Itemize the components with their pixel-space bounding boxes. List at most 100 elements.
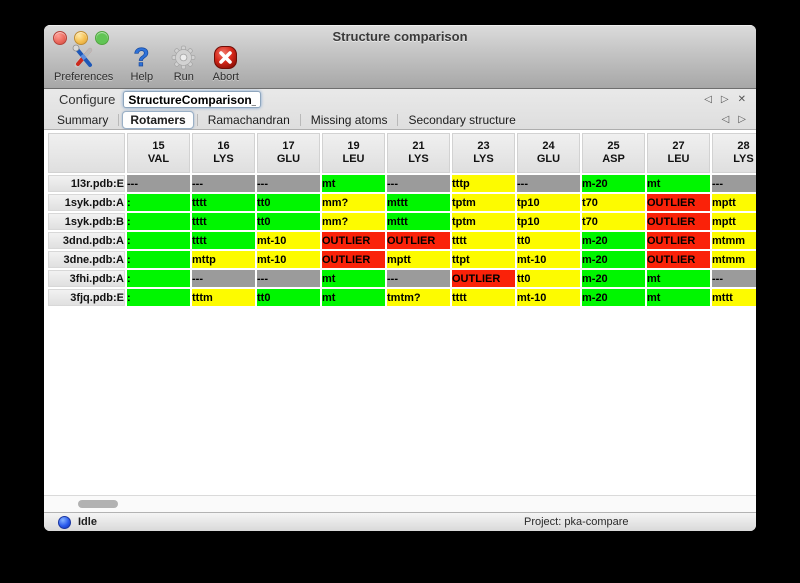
rotamer-cell[interactable]: --- — [517, 175, 580, 192]
rotamer-cell[interactable]: mt — [647, 270, 710, 287]
rotamer-cell[interactable]: --- — [387, 175, 450, 192]
rotamer-cell[interactable]: t70 — [582, 213, 645, 230]
rotamer-cell[interactable]: OUTLIER — [387, 232, 450, 249]
rotamer-cell[interactable]: mt-10 — [517, 251, 580, 268]
rotamer-cell[interactable]: : — [127, 232, 190, 249]
rotamer-cell[interactable]: : — [127, 289, 190, 306]
rotamer-cell[interactable]: m-20 — [582, 175, 645, 192]
tab-rotamers[interactable]: Rotamers — [122, 110, 194, 129]
rotamer-cell[interactable]: tttt — [452, 289, 515, 306]
row-label[interactable]: 3fhi.pdb:A — [48, 270, 125, 287]
row-label[interactable]: 3dnd.pdb:A — [48, 232, 125, 249]
configure-close-icon[interactable]: ✕ — [737, 93, 746, 105]
rotamer-cell[interactable]: m-20 — [582, 251, 645, 268]
rotamer-cell[interactable]: OUTLIER — [647, 194, 710, 211]
rotamer-cell[interactable]: mt-10 — [517, 289, 580, 306]
row-label[interactable]: 1l3r.pdb:E — [48, 175, 125, 192]
rotamer-cell[interactable]: tttt — [192, 194, 255, 211]
rotamer-cell[interactable]: mt — [647, 289, 710, 306]
row-label[interactable]: 1syk.pdb:A — [48, 194, 125, 211]
rotamer-cell[interactable]: mt — [647, 175, 710, 192]
rotamer-cell[interactable]: tt0 — [257, 194, 320, 211]
tab-secondary-structure[interactable]: Secondary structure — [408, 112, 516, 127]
rotamer-cell[interactable]: mt — [322, 175, 385, 192]
rotamer-cell[interactable]: tttt — [192, 213, 255, 230]
close-window-button[interactable] — [53, 31, 67, 45]
rotamer-cell[interactable]: t70 — [582, 194, 645, 211]
help-button[interactable]: ? Help — [128, 44, 155, 83]
minimize-window-button[interactable] — [74, 31, 88, 45]
run-button[interactable]: Run — [170, 44, 197, 83]
rotamer-cell[interactable]: --- — [712, 175, 756, 192]
rotamer-cell[interactable]: OUTLIER — [647, 213, 710, 230]
tab-summary[interactable]: Summary — [57, 112, 109, 127]
configure-next-icon[interactable]: ▷ — [720, 93, 729, 105]
rotamer-cell[interactable]: : — [127, 251, 190, 268]
rotamer-cell[interactable]: --- — [127, 175, 190, 192]
rotamer-cell[interactable]: OUTLIER — [647, 232, 710, 249]
rotamer-cell[interactable]: tp10 — [517, 213, 580, 230]
row-label[interactable]: 3fjq.pdb:E — [48, 289, 125, 306]
tab-ramachandran[interactable]: Ramachandran — [207, 112, 290, 127]
rotamer-cell[interactable]: tttt — [192, 232, 255, 249]
rotamer-cell[interactable]: --- — [712, 270, 756, 287]
rotamer-cell[interactable]: OUTLIER — [322, 251, 385, 268]
rotamer-cell[interactable]: : — [127, 194, 190, 211]
question-icon: ? — [134, 44, 151, 71]
rotamer-cell[interactable]: tt0 — [517, 270, 580, 287]
rotamer-cell[interactable]: mttt — [387, 213, 450, 230]
rotamer-cell[interactable]: mttt — [712, 289, 756, 306]
rotamer-cell[interactable]: : — [127, 213, 190, 230]
rotamer-cell[interactable]: m-20 — [582, 270, 645, 287]
rotamer-cell[interactable]: mt — [322, 289, 385, 306]
rotamer-cell[interactable]: tttt — [452, 232, 515, 249]
rotamer-cell[interactable]: --- — [192, 175, 255, 192]
row-label[interactable]: 3dne.pdb:A — [48, 251, 125, 268]
rotamer-cell[interactable]: mptt — [387, 251, 450, 268]
rotamer-cell[interactable]: m-20 — [582, 232, 645, 249]
rotamer-cell[interactable]: tt0 — [257, 213, 320, 230]
rotamer-cell[interactable]: --- — [257, 270, 320, 287]
rotamer-cell[interactable]: mt — [322, 270, 385, 287]
rotamer-cell[interactable]: tt0 — [257, 289, 320, 306]
rotamer-cell[interactable]: mttt — [387, 194, 450, 211]
rotamer-cell[interactable]: tttp — [452, 175, 515, 192]
rotamer-cell[interactable]: mttp — [192, 251, 255, 268]
rotamer-cell[interactable]: mm? — [322, 213, 385, 230]
rotamer-cell[interactable]: mptt — [712, 213, 756, 230]
rotamer-cell[interactable]: mt-10 — [257, 251, 320, 268]
row-label[interactable]: 1syk.pdb:B — [48, 213, 125, 230]
rotamer-cell[interactable]: tptm — [452, 194, 515, 211]
table-row: 1syk.pdb:A: tttt tt0 mm? mttt tptm tp10 t70 OUTL… — [48, 194, 756, 211]
horizontal-scrollbar[interactable] — [44, 495, 756, 512]
rotamer-cell[interactable]: tp10 — [517, 194, 580, 211]
rotamer-cell[interactable]: : — [127, 270, 190, 287]
rotamer-cell[interactable]: --- — [257, 175, 320, 192]
rotamer-cell[interactable]: OUTLIER — [452, 270, 515, 287]
configure-name-input[interactable] — [123, 91, 262, 108]
rotamer-cell[interactable]: tt0 — [517, 232, 580, 249]
configure-prev-icon[interactable]: ◁ — [704, 93, 712, 105]
zoom-window-button[interactable] — [95, 31, 109, 45]
rotamer-cell[interactable]: tttm — [192, 289, 255, 306]
abort-button[interactable]: Abort — [212, 44, 239, 83]
rotamer-cell[interactable]: tptm — [452, 213, 515, 230]
rotamer-cell[interactable]: OUTLIER — [647, 251, 710, 268]
rotamer-cell[interactable]: mt-10 — [257, 232, 320, 249]
tabs-next-icon[interactable]: ▷ — [738, 113, 746, 125]
rotamer-cell[interactable]: mptt — [712, 194, 756, 211]
titlebar[interactable]: Structure comparison — [44, 25, 756, 48]
rotamer-cell[interactable]: --- — [387, 270, 450, 287]
rotamer-cell[interactable]: mtmm — [712, 251, 756, 268]
rotamer-cell[interactable]: OUTLIER — [322, 232, 385, 249]
rotamer-cell[interactable]: m-20 — [582, 289, 645, 306]
rotamer-cell[interactable]: --- — [192, 270, 255, 287]
rotamer-cell[interactable]: ttpt — [452, 251, 515, 268]
tab-missing-atoms[interactable]: Missing atoms — [310, 112, 388, 127]
rotamer-cell[interactable]: mtmm — [712, 232, 756, 249]
tabs-prev-icon[interactable]: ◁ — [721, 113, 730, 125]
preferences-button[interactable]: Preferences — [54, 44, 113, 83]
rotamer-cell[interactable]: tmtm? — [387, 289, 450, 306]
scrollbar-thumb[interactable] — [78, 500, 118, 508]
rotamer-cell[interactable]: mm? — [322, 194, 385, 211]
